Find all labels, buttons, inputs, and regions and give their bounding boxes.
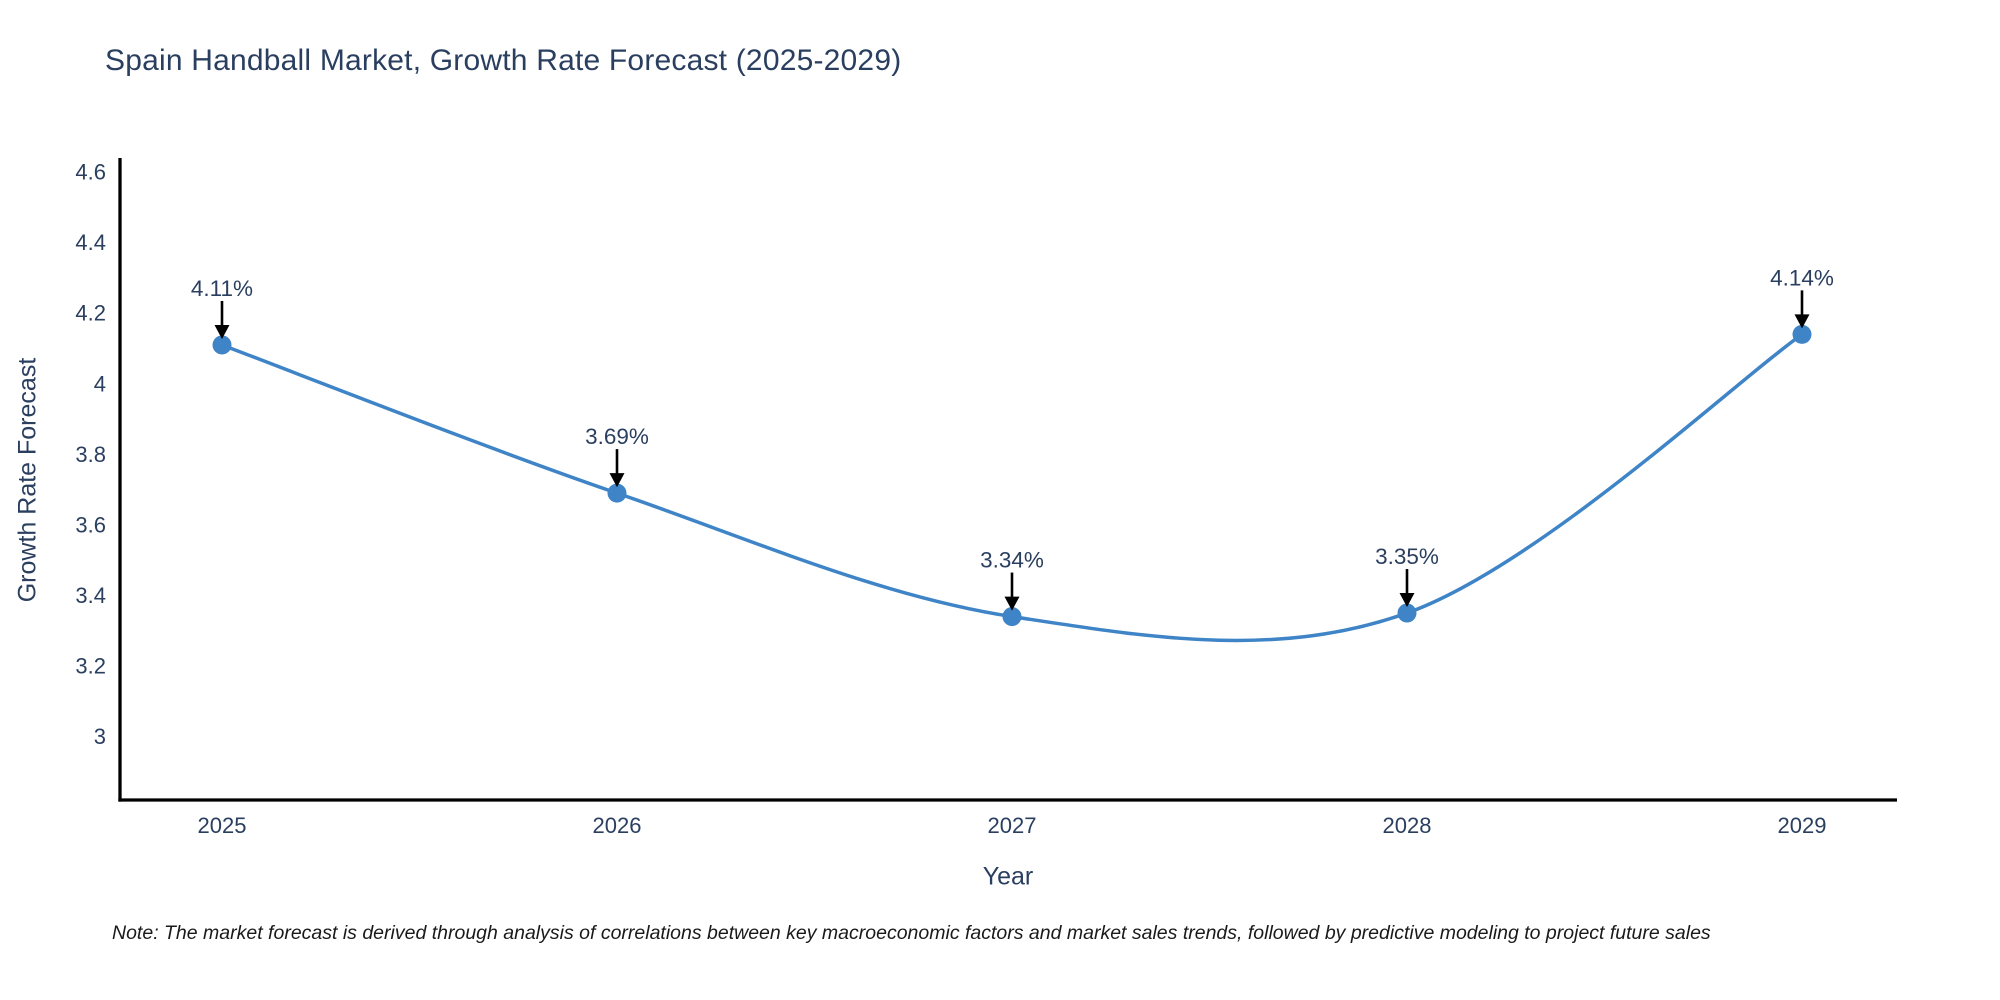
- x-tick-label: 2028: [1383, 813, 1432, 838]
- chart-title: Spain Handball Market, Growth Rate Forec…: [105, 44, 902, 77]
- x-tick-label: 2025: [198, 813, 247, 838]
- y-tick-label: 4.6: [75, 160, 106, 185]
- x-tick-label: 2029: [1778, 813, 1827, 838]
- y-tick-label: 3.2: [75, 653, 106, 678]
- x-axis-title: Year: [982, 862, 1034, 891]
- y-tick-label: 4.4: [75, 230, 106, 255]
- x-tick-label: 2027: [988, 813, 1037, 838]
- data-point: [1792, 324, 1812, 344]
- data-point: [212, 335, 232, 355]
- point-value-label: 4.14%: [1770, 265, 1834, 290]
- y-tick-label: 3.6: [75, 512, 106, 537]
- annotation-arrow-head: [1004, 596, 1020, 611]
- data-point: [607, 483, 627, 503]
- point-value-label: 4.11%: [191, 276, 253, 301]
- annotation-arrow-head: [609, 473, 625, 488]
- annotation-arrow-head: [1794, 314, 1810, 329]
- annotation-arrow-head: [1399, 593, 1415, 608]
- data-point: [1002, 607, 1022, 627]
- x-tick-label: 2026: [593, 813, 642, 838]
- point-value-label: 3.69%: [585, 424, 649, 449]
- y-tick-label: 3: [94, 724, 106, 749]
- point-value-label: 3.34%: [980, 548, 1044, 573]
- y-tick-label: 3.8: [75, 442, 106, 467]
- footnote: Note: The market forecast is derived thr…: [112, 922, 1711, 944]
- data-point: [1397, 603, 1417, 623]
- point-value-label: 3.35%: [1375, 544, 1439, 569]
- y-tick-label: 3.4: [75, 583, 106, 608]
- y-tick-label: 4: [94, 371, 106, 396]
- y-tick-label: 4.2: [75, 301, 106, 326]
- annotation-arrow-head: [214, 324, 230, 339]
